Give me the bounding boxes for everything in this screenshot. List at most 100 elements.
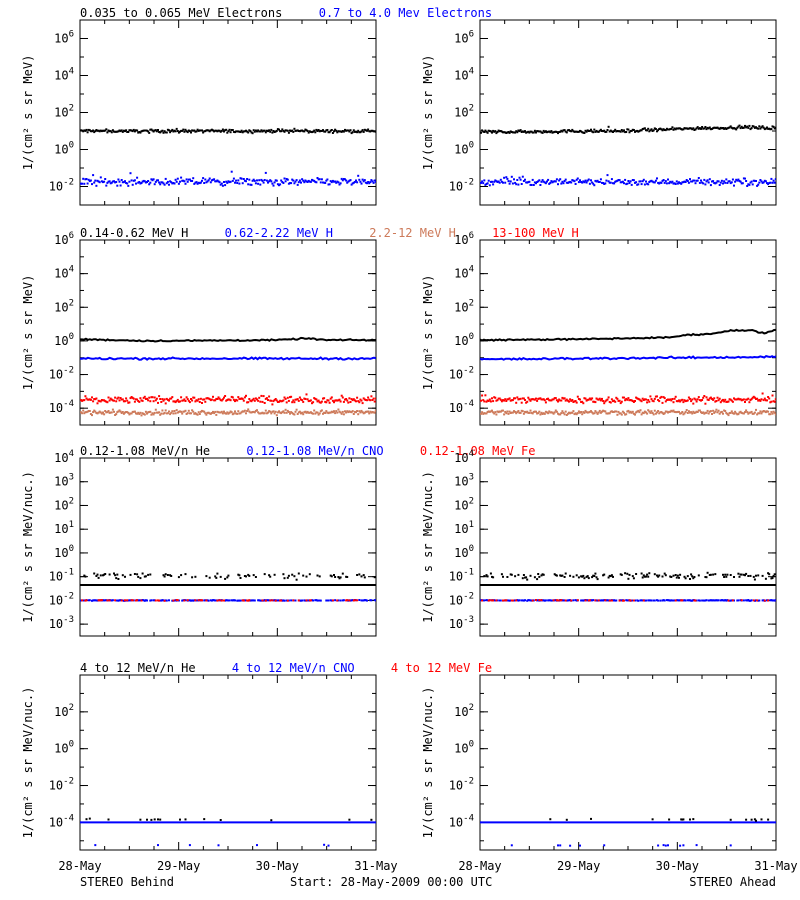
data-point: [246, 130, 249, 133]
data-point: [705, 599, 708, 602]
data-point: [557, 132, 559, 135]
data-point: [138, 181, 141, 183]
data-point: [357, 413, 360, 416]
data-point: [505, 599, 508, 602]
y-tick-label: 10-2: [449, 178, 474, 194]
data-point: [495, 399, 498, 402]
data-point: [312, 130, 315, 133]
data-point: [685, 409, 688, 411]
data-point: [669, 575, 672, 578]
data-point: [251, 179, 254, 182]
data-point: [762, 599, 765, 602]
data-point: [215, 180, 218, 183]
data-point: [282, 129, 285, 132]
data-point: [504, 398, 507, 401]
data-point: [267, 130, 269, 133]
data-point: [84, 575, 87, 578]
data-point: [772, 179, 775, 182]
data-point: [111, 599, 114, 602]
data-point: [709, 410, 712, 413]
data-point: [217, 844, 220, 847]
data-point: [650, 599, 653, 602]
data-point: [746, 185, 749, 187]
data-point: [99, 129, 102, 132]
data-point: [599, 178, 602, 181]
data-point: [769, 413, 772, 416]
data-point: [664, 129, 667, 132]
data-point: [701, 412, 704, 414]
data-point: [509, 130, 512, 133]
data-point: [142, 413, 145, 415]
data-point: [555, 178, 558, 181]
data-point: [623, 129, 625, 132]
data-point: [131, 183, 134, 186]
data-point: [119, 599, 122, 602]
plot-frame: [79, 19, 377, 206]
data-point: [492, 183, 495, 186]
data-point: [323, 130, 326, 133]
data-point: [306, 130, 309, 132]
data-point: [535, 410, 537, 413]
data-point: [254, 397, 257, 400]
data-point: [225, 599, 228, 602]
data-point: [694, 599, 697, 602]
data-point: [636, 129, 639, 132]
data-point: [756, 184, 759, 187]
data-point: [680, 399, 683, 402]
data-point: [676, 127, 679, 130]
data-point: [510, 599, 513, 602]
data-point: [225, 412, 228, 415]
data-point: [166, 412, 169, 415]
data-point: [273, 399, 276, 401]
data-point: [286, 129, 289, 132]
data-point: [643, 127, 646, 130]
data-point: [127, 184, 130, 187]
data-point: [649, 411, 652, 414]
data-point: [113, 399, 115, 402]
data-point: [513, 178, 515, 181]
data-point: [368, 182, 371, 185]
data-point: [541, 599, 544, 602]
data-point: [544, 130, 547, 133]
data-point: [758, 125, 761, 128]
data-point: [184, 818, 187, 821]
data-point: [80, 399, 82, 402]
data-point: [674, 574, 677, 576]
data-point: [262, 395, 265, 398]
data-point: [85, 178, 88, 180]
data-point: [360, 575, 363, 578]
data-point: [210, 412, 213, 414]
data-point: [564, 178, 567, 181]
data-point: [206, 397, 209, 400]
data-point: [355, 599, 357, 602]
data-point: [626, 128, 629, 131]
legend-entry: 0.7 to 4.0 Mev Electrons: [319, 6, 492, 20]
data-point: [495, 599, 498, 602]
data-point: [715, 400, 718, 402]
data-point: [93, 181, 96, 184]
y-tick-exponent: 4: [69, 67, 74, 77]
data-point: [346, 181, 349, 184]
data-point: [739, 410, 742, 413]
data-point: [531, 178, 534, 181]
data-point: [295, 129, 298, 132]
data-point: [297, 399, 300, 402]
data-point: [720, 127, 723, 130]
data-point: [608, 412, 611, 415]
y-tick-base: 10: [449, 570, 463, 584]
y-tick-label: 106: [54, 231, 74, 247]
data-point: [175, 180, 178, 183]
data-point: [690, 180, 693, 183]
y-tick-base: 10: [454, 522, 468, 536]
y-tick-exponent: 6: [69, 30, 74, 40]
data-point: [636, 410, 639, 413]
data-point: [356, 131, 359, 134]
data-point: [683, 127, 686, 130]
data-point: [709, 396, 712, 399]
data-point: [727, 414, 730, 417]
data-point: [124, 599, 126, 602]
data-point: [750, 127, 753, 130]
data-point: [604, 599, 607, 602]
data-point: [756, 127, 759, 130]
data-point: [94, 130, 97, 133]
